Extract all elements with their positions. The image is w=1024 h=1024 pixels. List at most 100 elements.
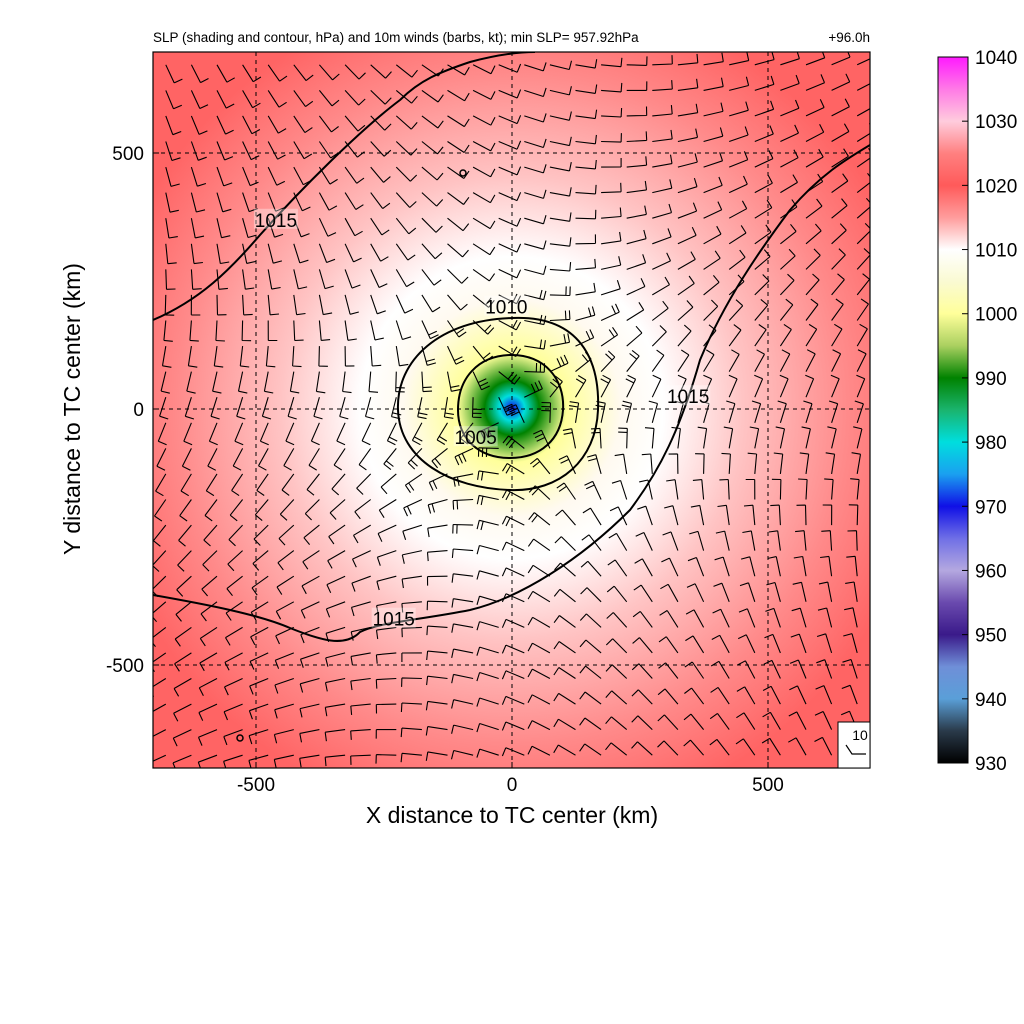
wind-barb	[728, 374, 738, 398]
wind-barb	[421, 269, 442, 286]
wind-barb	[703, 176, 723, 194]
wind-barb	[375, 754, 397, 764]
wind-barb	[431, 447, 448, 469]
wind-barb	[788, 737, 807, 756]
wind-barb	[754, 100, 775, 117]
wind-barb	[856, 298, 869, 321]
wind-barb	[351, 575, 371, 592]
wind-barb	[242, 115, 261, 135]
wind-barb	[472, 371, 490, 391]
wind-barb	[700, 400, 710, 423]
wind-barb	[501, 695, 525, 705]
wind-barb	[601, 207, 622, 219]
wind-barb	[292, 346, 302, 368]
wind-barb	[324, 754, 346, 767]
wind-barb	[395, 192, 417, 208]
colorbar-tick-label-1010: 1010	[975, 241, 1017, 262]
wind-barb	[575, 159, 597, 170]
wind-barb	[287, 397, 297, 420]
wind-barb	[377, 524, 397, 542]
wind-barb	[460, 422, 474, 445]
wind-barb	[476, 494, 499, 506]
wind-barb	[831, 148, 849, 168]
wind-barb	[476, 697, 499, 707]
wind-barb	[375, 677, 397, 689]
wind-barb	[686, 583, 705, 603]
wind-barb	[524, 164, 547, 174]
wind-barb	[231, 473, 244, 497]
y-tick-label-1: 0	[133, 400, 144, 421]
wind-barb	[853, 426, 863, 449]
wind-barb	[626, 349, 640, 372]
wind-barb	[315, 371, 326, 394]
wind-barb	[352, 550, 371, 568]
wind-barb	[747, 452, 758, 474]
wind-barb	[472, 268, 496, 282]
wind-barb	[606, 585, 628, 603]
colorbar-tick-label-1030: 1030	[975, 112, 1017, 133]
wind-barb	[580, 587, 602, 603]
y-tick-label-2: -500	[106, 656, 144, 677]
contour-label-bg-1	[371, 607, 416, 628]
wind-barb	[451, 623, 474, 633]
wind-barb	[553, 667, 576, 679]
wind-barb	[329, 499, 346, 520]
wind-barb	[831, 349, 842, 372]
wind-barb	[339, 397, 349, 420]
wind-barb	[652, 203, 673, 219]
wind-barb	[816, 633, 833, 654]
wind-barb	[350, 601, 371, 617]
wind-barb	[754, 349, 765, 372]
wind-barb	[274, 703, 294, 719]
wind-barb	[183, 422, 193, 446]
wind-barb	[780, 52, 800, 66]
wind-barb	[426, 675, 448, 686]
wind-barb	[267, 192, 285, 212]
colorbar-tick-label-960: 960	[975, 561, 1007, 582]
wind-barb	[818, 581, 833, 602]
wind-barb	[553, 718, 576, 731]
wind-barb	[553, 641, 576, 654]
wind-barb	[677, 324, 692, 347]
wind-barb	[569, 401, 580, 423]
wind-barb	[626, 106, 648, 117]
wind-barb	[376, 550, 397, 566]
wind-barb	[554, 536, 576, 551]
wind-barb	[738, 608, 756, 628]
wind-barb	[370, 166, 391, 183]
wind-barb	[370, 64, 392, 79]
wind-barb	[601, 57, 623, 68]
wind-barb	[780, 99, 800, 117]
wind-barb	[293, 243, 309, 264]
wind-barb	[827, 426, 837, 449]
wind-barb	[684, 687, 705, 705]
wind-barb	[795, 530, 807, 551]
wind-barb	[242, 166, 259, 187]
wind-barb	[248, 729, 269, 745]
wind-barb	[805, 273, 820, 296]
wind-barb	[299, 677, 320, 693]
wind-barb	[666, 479, 679, 500]
wind-barb	[225, 601, 243, 621]
wind-barb	[202, 550, 218, 572]
wind-barb	[575, 258, 597, 270]
wind-barb	[621, 400, 633, 423]
wind-barb	[856, 323, 868, 347]
wind-barb	[174, 626, 192, 647]
wind-barb	[662, 531, 679, 551]
wind-barb	[831, 298, 844, 321]
wind-barb	[524, 240, 547, 250]
wind-barb	[817, 607, 833, 628]
wind-barb	[527, 720, 551, 731]
wind-barb	[703, 374, 713, 398]
wind-barb	[190, 243, 203, 265]
wind-barb	[527, 642, 551, 654]
wind-barb	[383, 448, 397, 471]
wind-barb	[821, 530, 833, 551]
wind-barb	[267, 294, 280, 316]
colorbar-tick-label-990: 990	[975, 369, 1007, 390]
wind-barb	[605, 742, 628, 756]
wind-barb	[524, 62, 547, 72]
wind-barb	[447, 345, 465, 365]
